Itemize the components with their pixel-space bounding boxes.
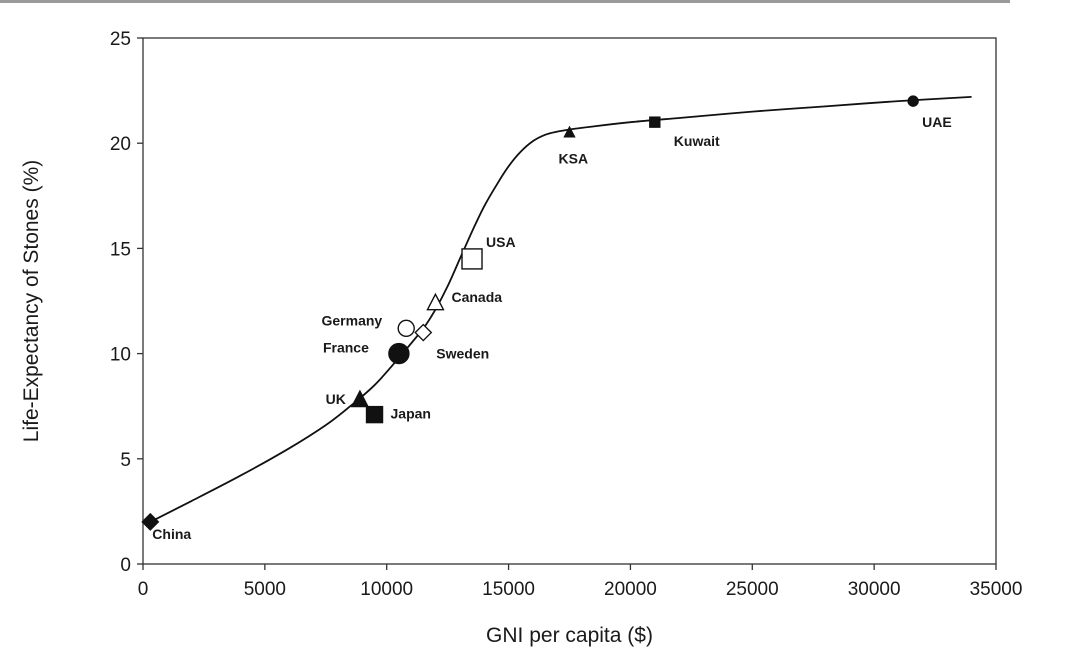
points-layer [141,95,919,531]
canada-point [426,292,445,311]
x-tick-label: 15000 [482,579,535,600]
china-point [141,512,160,531]
fit-curve-layer [149,96,972,523]
y-tick-label: 20 [110,134,131,155]
x-tick-label: 5000 [244,579,286,600]
axes: 0 5000 10000 15000 20000 25000 30000 35000 0 5 10 1… [110,29,1023,600]
canada-label: Canada [451,289,502,305]
top-rule [0,0,1010,3]
x-tick-label: 20000 [604,579,657,600]
france-label: France [323,340,369,356]
x-tick-label: 10000 [360,579,413,600]
y-tick-label: 15 [110,239,131,260]
x-tick-label: 35000 [970,579,1023,600]
france-point [388,342,410,365]
x-tick-label: 30000 [848,579,901,600]
ksa-label: KSA [559,151,589,167]
point-labels-layer: China UK Japan France Germany Sweden Canada USA… [152,114,951,542]
uk-point [350,389,370,408]
japan-point [365,405,384,424]
y-tick-label: 10 [110,345,131,366]
china-label: China [152,526,191,542]
ksa-point [563,125,576,138]
usa-label: USA [486,234,516,250]
y-tick-label: 0 [120,555,131,576]
uae-point [907,95,919,107]
fit-curve [149,96,972,523]
y-tick-label: 25 [110,29,131,50]
uae-label: UAE [922,114,952,130]
plot-frame [142,37,997,565]
x-axis-label: GNI per capita ($) [486,624,653,647]
sweden-point [414,323,433,342]
uk-label: UK [326,391,346,407]
kuwait-point [649,116,661,128]
sweden-label: Sweden [436,346,489,362]
x-tick-label: 0 [138,579,149,600]
germany-label: Germany [322,312,383,328]
y-tick-label: 5 [120,450,131,471]
japan-label: Japan [391,406,431,422]
kuwait-label: Kuwait [674,133,720,149]
y-axis-label: Life-Expectancy of Stones (%) [20,160,43,442]
germany-point [397,319,415,338]
x-tick-label: 25000 [726,579,779,600]
usa-point [461,248,483,270]
